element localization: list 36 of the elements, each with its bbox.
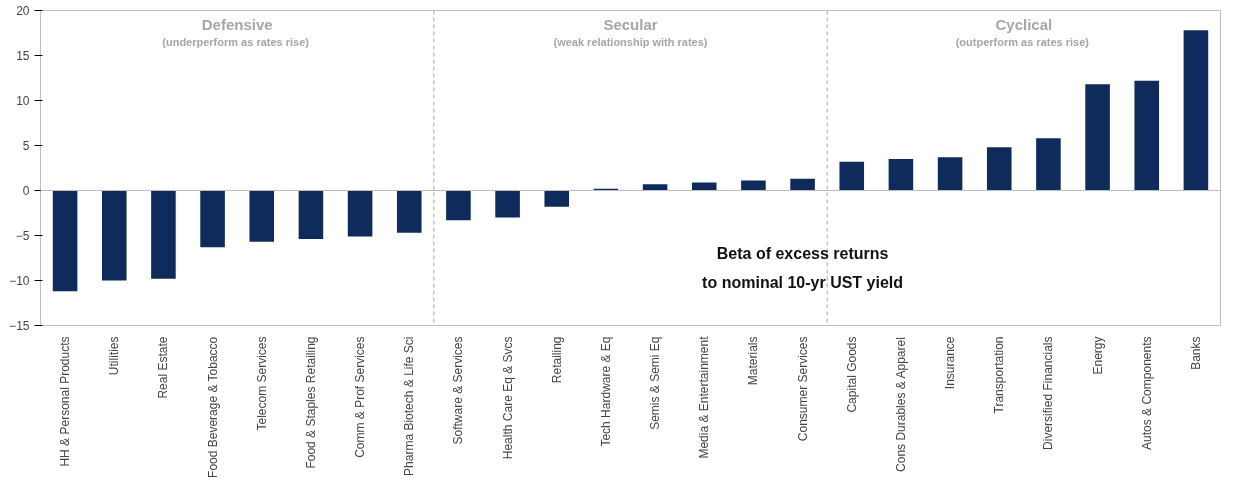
x-tick-label: HH & Personal Products — [58, 336, 73, 467]
x-tick-label: Diversified Financials — [1041, 336, 1056, 450]
x-tick-label: Comm & Prof Services — [353, 336, 368, 458]
x-tick-label: Autos & Components — [1139, 336, 1154, 450]
x-tick-label: Real Estate — [156, 336, 171, 399]
y-tick-label: −5 — [15, 229, 30, 243]
y-tick-label: 0 — [22, 184, 30, 198]
x-tick-label: Software & Services — [451, 336, 466, 445]
annotation: Defensive (underperform as rates rise) — [162, 15, 310, 48]
y-tick-label: −10 — [9, 274, 30, 288]
x-tick-label: Utilities — [107, 336, 122, 376]
x-tick-label: Telecom Services — [254, 336, 269, 431]
annotation: Cyclical (outperform as rates rise) — [955, 15, 1090, 48]
x-tick-label: Energy — [1090, 336, 1105, 375]
y-tick-label: 10 — [16, 94, 30, 108]
x-tick-label: Consumer Services — [795, 336, 810, 442]
x-tick-label: Food Beverage & Tobacco — [205, 336, 220, 478]
x-tick-label: Insurance — [943, 336, 958, 390]
annotation: Beta of excess returns to nominal 10-yr UST yield — [702, 245, 904, 291]
y-tick-label: 20 — [16, 4, 30, 18]
x-tick-label: Materials — [746, 336, 761, 386]
x-tick-label: Media & Entertainment — [697, 335, 712, 459]
y-tick-label: 5 — [22, 139, 30, 153]
x-tick-label: Food & Staples Retailing — [303, 336, 318, 469]
annotation: Secular (weak relationship with rates) — [553, 15, 708, 48]
x-tick-label: Banks — [1188, 336, 1203, 370]
x-tick-label: Pharma Biotech & Life Sci — [402, 336, 417, 476]
x-tick-label: Health Care Eq & Svcs — [500, 336, 515, 460]
x-tick-label: Semis & Semi Eq — [648, 336, 663, 430]
x-tick-label: Tech Hardware & Eq — [598, 336, 613, 447]
x-tick-label: Cons Durables & Apparel — [893, 337, 908, 472]
y-tick-label: −15 — [9, 319, 30, 333]
y-tick-label: 15 — [16, 49, 30, 63]
x-tick-label: Retailing — [549, 336, 564, 384]
x-tick-label: Capital Goods — [844, 336, 859, 413]
x-tick-label: Transportation — [992, 336, 1007, 414]
